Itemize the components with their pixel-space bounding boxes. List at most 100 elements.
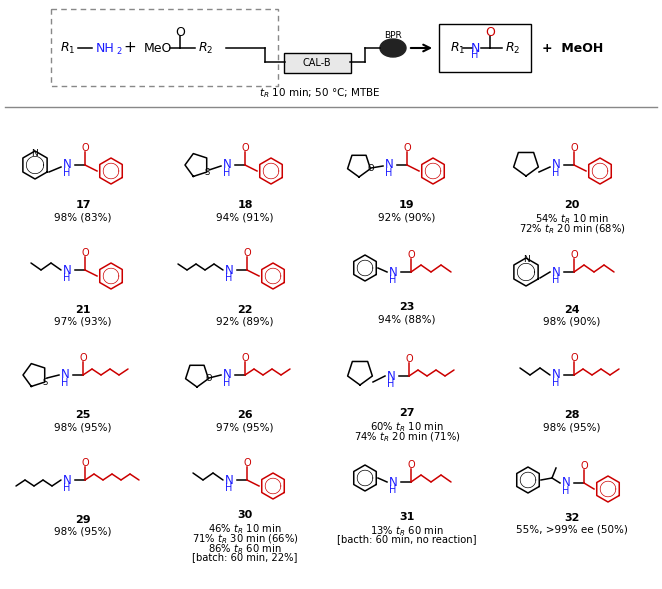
Text: H: H bbox=[552, 168, 559, 178]
Text: O: O bbox=[241, 143, 249, 153]
Text: H: H bbox=[64, 483, 71, 493]
Text: $R_2$: $R_2$ bbox=[198, 41, 213, 55]
Text: N: N bbox=[389, 266, 397, 279]
Text: 19: 19 bbox=[399, 200, 415, 210]
Text: O: O bbox=[580, 461, 588, 471]
Text: O: O bbox=[407, 460, 415, 470]
Text: H: H bbox=[64, 168, 71, 178]
Text: 97% (95%): 97% (95%) bbox=[216, 422, 274, 432]
Text: N: N bbox=[522, 256, 530, 264]
Text: 27: 27 bbox=[399, 408, 415, 418]
Text: N: N bbox=[63, 474, 71, 487]
Text: $R_1$: $R_1$ bbox=[450, 41, 465, 55]
Text: N: N bbox=[222, 369, 232, 382]
Ellipse shape bbox=[380, 39, 406, 57]
Text: [batch: 60 min, 22%]: [batch: 60 min, 22%] bbox=[193, 552, 298, 562]
Text: 2: 2 bbox=[116, 48, 121, 57]
Text: 26: 26 bbox=[237, 410, 253, 420]
Text: O: O bbox=[81, 143, 89, 153]
Text: O: O bbox=[241, 353, 249, 363]
Text: 92% (90%): 92% (90%) bbox=[378, 212, 436, 222]
Text: 94% (88%): 94% (88%) bbox=[378, 314, 436, 324]
Text: O: O bbox=[79, 353, 87, 363]
Text: [bacth: 60 min, no reaction]: [bacth: 60 min, no reaction] bbox=[337, 534, 477, 544]
Text: 21: 21 bbox=[75, 305, 91, 315]
Text: O: O bbox=[407, 250, 415, 260]
Text: N: N bbox=[32, 148, 38, 157]
Text: N: N bbox=[551, 158, 560, 171]
Text: O: O bbox=[570, 250, 578, 260]
Text: +  MeOH: + MeOH bbox=[542, 41, 603, 55]
Text: N: N bbox=[551, 369, 560, 382]
Text: 60% $t_R$ 10 min: 60% $t_R$ 10 min bbox=[370, 420, 444, 434]
Text: 31: 31 bbox=[399, 512, 414, 522]
Text: O: O bbox=[367, 164, 374, 173]
Text: 20: 20 bbox=[564, 200, 580, 210]
Text: 71% $t_R$ 30 min (66%): 71% $t_R$ 30 min (66%) bbox=[191, 532, 299, 545]
Text: O: O bbox=[403, 143, 411, 153]
Text: NH: NH bbox=[96, 41, 115, 55]
Text: H: H bbox=[62, 378, 69, 388]
Text: 74% $t_R$ 20 min (71%): 74% $t_R$ 20 min (71%) bbox=[354, 430, 460, 444]
Text: 23: 23 bbox=[399, 302, 414, 312]
Text: 92% (89%): 92% (89%) bbox=[216, 317, 274, 327]
Text: H: H bbox=[225, 483, 232, 493]
Text: N: N bbox=[551, 266, 560, 279]
Text: 98% (95%): 98% (95%) bbox=[544, 422, 600, 432]
Text: 86% $t_R$ 60 min: 86% $t_R$ 60 min bbox=[209, 542, 282, 556]
Text: 55%, >99% ee (50%): 55%, >99% ee (50%) bbox=[516, 525, 628, 535]
Text: N: N bbox=[224, 263, 234, 276]
Text: 97% (93%): 97% (93%) bbox=[54, 317, 112, 327]
Text: O: O bbox=[81, 248, 89, 258]
Text: H: H bbox=[552, 378, 559, 388]
Text: H: H bbox=[225, 273, 232, 283]
Text: 94% (91%): 94% (91%) bbox=[216, 212, 274, 222]
Text: O: O bbox=[81, 458, 89, 468]
Text: 98% (90%): 98% (90%) bbox=[544, 317, 600, 327]
Text: N: N bbox=[224, 474, 234, 487]
Text: S: S bbox=[42, 378, 48, 386]
Text: +: + bbox=[124, 41, 136, 55]
Text: 28: 28 bbox=[564, 410, 580, 420]
Text: 30: 30 bbox=[238, 510, 253, 520]
Text: 17: 17 bbox=[75, 200, 91, 210]
Text: N: N bbox=[385, 158, 393, 171]
Text: O: O bbox=[570, 353, 578, 363]
Text: N: N bbox=[387, 369, 395, 382]
Text: 18: 18 bbox=[237, 200, 253, 210]
Text: S: S bbox=[204, 167, 209, 177]
Text: H: H bbox=[387, 379, 395, 389]
Text: H: H bbox=[223, 378, 230, 388]
Text: 13% $t_R$ 60 min: 13% $t_R$ 60 min bbox=[370, 524, 444, 538]
Text: O: O bbox=[405, 354, 413, 364]
Text: 22: 22 bbox=[237, 305, 253, 315]
Text: 72% $t_R$ 20 min (68%): 72% $t_R$ 20 min (68%) bbox=[518, 222, 626, 236]
Text: N: N bbox=[63, 263, 71, 276]
Text: $R_2$: $R_2$ bbox=[505, 41, 520, 55]
Text: H: H bbox=[389, 485, 397, 495]
Text: 24: 24 bbox=[564, 305, 580, 315]
Text: 32: 32 bbox=[564, 513, 580, 523]
Text: $R_1$: $R_1$ bbox=[60, 41, 75, 55]
FancyBboxPatch shape bbox=[284, 53, 351, 73]
Text: 98% (95%): 98% (95%) bbox=[54, 422, 112, 432]
Text: N: N bbox=[561, 477, 571, 489]
Text: O: O bbox=[243, 458, 251, 468]
Text: O: O bbox=[243, 248, 251, 258]
Text: H: H bbox=[389, 275, 397, 285]
Text: N: N bbox=[63, 158, 71, 171]
Text: N: N bbox=[470, 41, 480, 55]
Text: N: N bbox=[389, 475, 397, 488]
Text: O: O bbox=[570, 143, 578, 153]
Text: H: H bbox=[385, 168, 393, 178]
Text: 25: 25 bbox=[75, 410, 91, 420]
Text: O: O bbox=[205, 374, 212, 383]
Text: H: H bbox=[562, 486, 570, 496]
Text: H: H bbox=[552, 275, 559, 285]
Text: $t_R$ 10 min; 50 °C; MTBE: $t_R$ 10 min; 50 °C; MTBE bbox=[260, 86, 381, 100]
Text: 98% (83%): 98% (83%) bbox=[54, 212, 112, 222]
Text: 46% $t_R$ 10 min: 46% $t_R$ 10 min bbox=[209, 522, 282, 536]
Text: 29: 29 bbox=[75, 515, 91, 525]
Text: H: H bbox=[471, 50, 479, 60]
Text: CAL-B: CAL-B bbox=[303, 58, 331, 68]
